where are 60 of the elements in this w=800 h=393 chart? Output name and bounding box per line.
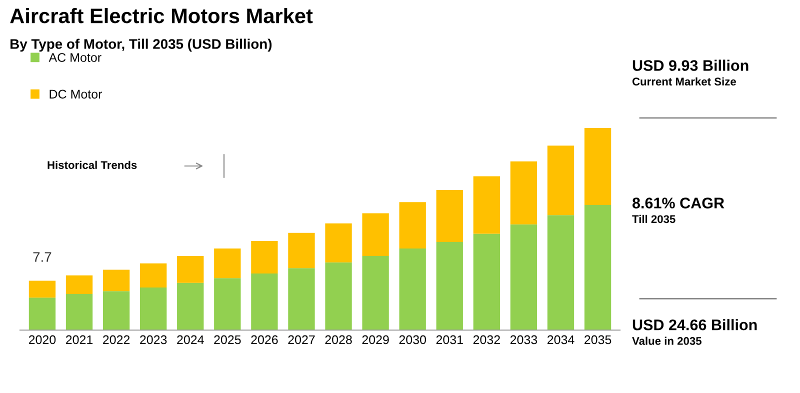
x-tick-label: 2023 (140, 335, 167, 344)
x-tick-label: 2028 (325, 335, 352, 344)
bar (66, 294, 93, 330)
x-tick-label: 2021 (66, 335, 93, 344)
chart-title: Aircraft Electric Motors Market (10, 8, 313, 24)
x-tick-label: 2025 (214, 335, 241, 344)
bar (177, 256, 204, 283)
text: Current Market Size (632, 77, 736, 86)
bar (399, 248, 426, 330)
x-tick-label: 2022 (103, 335, 130, 344)
bar (473, 176, 500, 234)
bar (510, 224, 538, 330)
bar (214, 278, 241, 330)
annotation: Historical Trends (48, 160, 137, 169)
bar (251, 274, 278, 330)
bar (214, 248, 241, 278)
bar (28, 280, 56, 298)
bar (362, 213, 389, 256)
bar (102, 291, 130, 330)
x-tick-label: 2032 (473, 335, 500, 344)
x-tick-label: 2024 (177, 335, 204, 344)
bar (510, 161, 538, 224)
text: USD 24.66 Billion (632, 319, 757, 330)
bar (140, 287, 167, 330)
x-tick-label: 2033 (510, 335, 538, 344)
bar (251, 240, 278, 274)
bar (66, 275, 93, 294)
text: USD 9.93 Billion (632, 60, 748, 71)
bar (288, 232, 315, 268)
bar (584, 205, 612, 330)
bar (584, 128, 612, 206)
legend-label: AC Motor (48, 53, 102, 62)
x-tick-label: 2030 (399, 335, 426, 344)
annotation: 7.7 (33, 252, 52, 262)
bar (102, 270, 130, 292)
text: Till 2035 (632, 214, 676, 224)
bar (436, 190, 463, 242)
text: Value in 2035 (632, 336, 702, 345)
bar (28, 298, 56, 330)
bar (140, 263, 167, 288)
bar (436, 242, 463, 330)
x-tick-label: 2031 (436, 335, 463, 344)
legend-label: DC Motor (50, 90, 102, 99)
bar (547, 146, 574, 216)
bar (547, 215, 574, 330)
bar (288, 268, 315, 330)
x-tick-label: 2026 (251, 335, 278, 344)
x-tick-label: 2034 (547, 335, 574, 344)
bar (399, 202, 426, 248)
bar (473, 234, 500, 330)
x-tick-label: 2027 (288, 335, 315, 344)
bar (362, 256, 389, 330)
bar (325, 223, 352, 262)
bar (325, 262, 352, 330)
x-tick-label: 2020 (28, 335, 56, 344)
text: 8.61% CAGR (632, 198, 724, 208)
x-tick-label: 2029 (362, 335, 389, 344)
x-tick-label: 2035 (584, 335, 612, 344)
bar (177, 282, 204, 330)
chart-subtitle: By Type of Motor, Till 2035 (USD Billion) (10, 38, 272, 52)
